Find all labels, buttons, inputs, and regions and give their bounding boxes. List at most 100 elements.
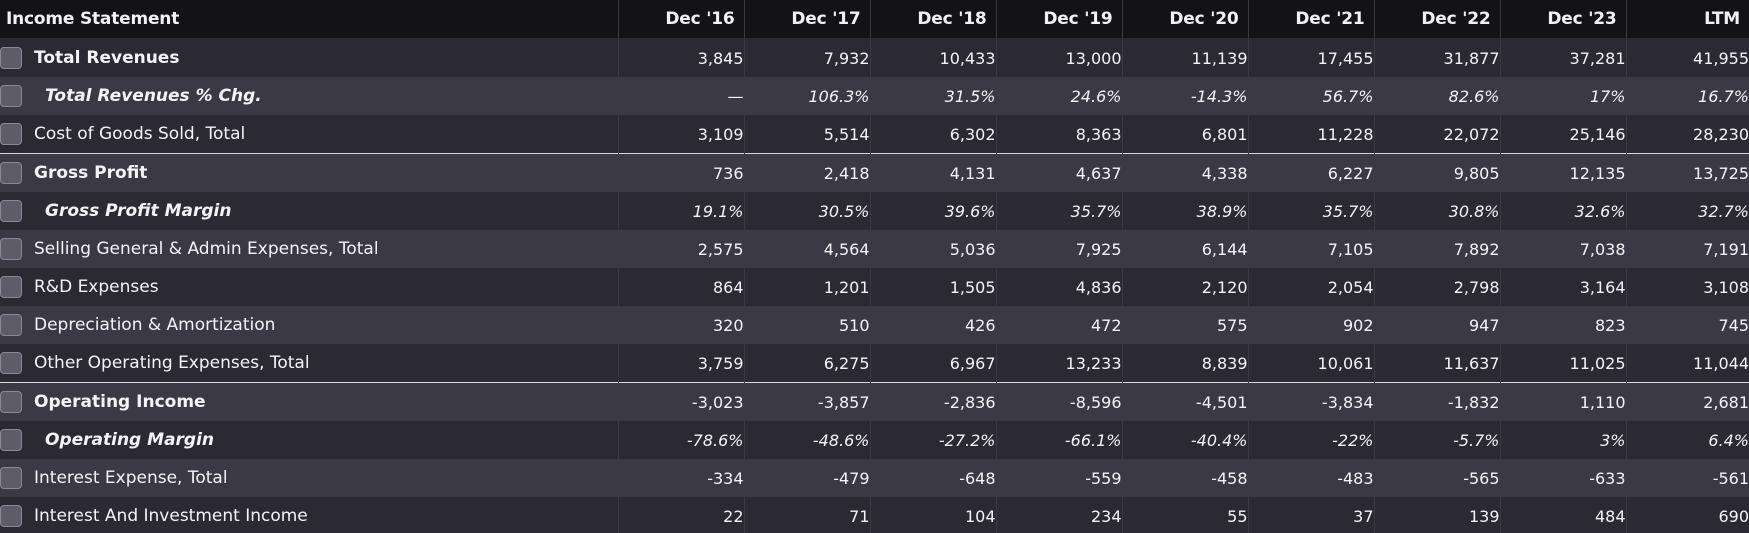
value-cell: 2,054	[1248, 268, 1375, 306]
value-cell: 7,892	[1374, 230, 1501, 268]
value-cell: -648	[870, 459, 997, 497]
value-cell: -40.4%	[1122, 421, 1249, 459]
value-cell: 25,146	[1500, 115, 1627, 154]
value-cell: -483	[1248, 459, 1375, 497]
value-cell: 6,967	[870, 344, 997, 383]
header-period-ltm: LTM	[1626, 0, 1749, 39]
row-select-checkbox[interactable]	[0, 47, 22, 69]
value-cell: 16.7%	[1698, 86, 1749, 106]
row-select-checkbox[interactable]	[0, 352, 22, 374]
table-row: Operating Income -3,023 -3,857 -2,836 -8,596…	[0, 382, 1749, 421]
row-select-checkbox[interactable]	[0, 238, 22, 260]
value-cell: 13,000	[996, 38, 1123, 77]
table-row: Other Operating Expenses, Total 3,759 6,27…	[0, 344, 1749, 383]
value-cell: 104	[870, 497, 997, 533]
row-select-checkbox[interactable]	[0, 162, 22, 184]
value-cell: 13,725	[1626, 153, 1749, 192]
value-cell: 5,036	[870, 230, 997, 268]
value-cell: -3,834	[1248, 382, 1375, 421]
row-select-checkbox[interactable]	[0, 200, 22, 222]
row-select-checkbox[interactable]	[0, 429, 22, 451]
row-label-cell: Interest And Investment Income	[0, 497, 619, 533]
value-cell: 3,164	[1500, 268, 1627, 306]
row-label-cell: R&D Expenses	[0, 268, 619, 306]
value-cell: -559	[996, 459, 1123, 497]
value-cell: 7,105	[1248, 230, 1375, 268]
value-cell: 30.5%	[744, 192, 871, 230]
value-cell: 426	[870, 306, 997, 344]
table-row: R&D Expenses 864 1,201 1,505 4,836 2,120 2,054…	[0, 268, 1749, 306]
row-label: Interest And Investment Income	[34, 506, 308, 526]
value-cell: 17,455	[1248, 38, 1375, 77]
value-cell: -1,832	[1374, 382, 1501, 421]
value-cell: 10,433	[870, 38, 997, 77]
row-select-checkbox[interactable]	[0, 391, 22, 413]
table-row: Total Revenues 3,845 7,932 10,433 13,000 11,1…	[0, 38, 1749, 77]
value-cell: 484	[1500, 497, 1627, 533]
value-cell: 82.6%	[1374, 77, 1501, 115]
row-select-checkbox[interactable]	[0, 467, 22, 489]
table-row: Gross Profit Margin 19.1% 30.5% 39.6% 35.7% 3…	[0, 192, 1749, 230]
row-label: Operating Income	[34, 392, 206, 412]
value-cell: 6,144	[1122, 230, 1249, 268]
value-cell: 11,637	[1374, 344, 1501, 383]
value-cell: -2,836	[870, 382, 997, 421]
value-cell: 55	[1122, 497, 1249, 533]
row-select-checkbox[interactable]	[0, 85, 22, 107]
header-period: Dec '22	[1374, 0, 1501, 39]
value-cell: 32.7%	[1698, 201, 1749, 221]
value-cell: 11,025	[1500, 344, 1627, 383]
value-cell: -561	[1712, 468, 1749, 488]
row-label: Gross Profit Margin	[45, 201, 232, 221]
value-cell: 7,191	[1703, 239, 1749, 259]
value-cell: 13,233	[996, 344, 1123, 383]
value-cell: -14.3%	[1122, 77, 1249, 115]
value-cell: 41,955	[1693, 48, 1749, 68]
value-cell: 745	[1718, 315, 1749, 335]
value-cell: 3%	[1500, 421, 1627, 459]
value-cell: 6,227	[1248, 153, 1375, 192]
value-cell: 38.9%	[1122, 192, 1249, 230]
value-cell: -3,023	[618, 382, 745, 421]
row-label: Cost of Goods Sold, Total	[34, 124, 246, 144]
row-select-checkbox[interactable]	[0, 276, 22, 298]
row-label-cell: Total Revenues	[0, 38, 619, 77]
row-select-checkbox[interactable]	[0, 314, 22, 336]
value-cell: 2,681	[1626, 382, 1749, 421]
row-label: Other Operating Expenses, Total	[34, 353, 310, 373]
row-label-cell: Total Revenues % Chg.	[0, 77, 619, 115]
value-cell: 32.6%	[1500, 192, 1627, 230]
value-cell: 6,275	[744, 344, 871, 383]
value-cell: 24.6%	[996, 77, 1123, 115]
value-cell: 56.7%	[1248, 77, 1375, 115]
header-period: Dec '17	[744, 0, 871, 39]
value-cell: 37	[1248, 497, 1375, 533]
row-select-checkbox[interactable]	[0, 505, 22, 527]
row-label: Interest Expense, Total	[34, 468, 228, 488]
value-cell: 690	[1718, 506, 1749, 526]
header-period: Dec '18	[870, 0, 997, 39]
value-cell: 35.7%	[1248, 192, 1375, 230]
value-cell: 510	[744, 306, 871, 344]
row-label-cell: Gross Profit Margin	[0, 192, 619, 230]
row-label-cell: Operating Margin	[0, 421, 619, 459]
row-label: Total Revenues	[34, 48, 180, 68]
row-label: Gross Profit	[34, 163, 148, 183]
row-select-checkbox[interactable]	[0, 123, 22, 145]
value-cell: 4,131	[870, 153, 997, 192]
value-cell: 9,805	[1374, 153, 1501, 192]
value-cell: 4,637	[996, 153, 1123, 192]
row-label-cell: Depreciation & Amortization	[0, 306, 619, 344]
value-cell: 6,302	[870, 115, 997, 154]
value-cell: -27.2%	[870, 421, 997, 459]
header-income-statement: Income Statement	[0, 0, 619, 39]
row-label-cell: Selling General & Admin Expenses, Total	[0, 230, 619, 268]
row-label: Operating Margin	[45, 430, 215, 450]
header-period: Dec '21	[1248, 0, 1375, 39]
value-cell: -8,596	[996, 382, 1123, 421]
value-cell: 39.6%	[870, 192, 997, 230]
value-cell: -22%	[1248, 421, 1375, 459]
value-cell: 472	[996, 306, 1123, 344]
value-cell: 28,230	[1693, 124, 1749, 144]
value-cell: 3,759	[618, 344, 745, 383]
